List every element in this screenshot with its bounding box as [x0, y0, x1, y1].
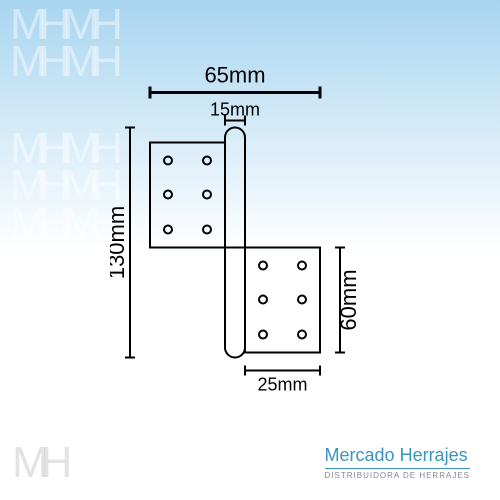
hinge-diagram: 65mm 15mm 130mm 60mm 25mm: [110, 53, 390, 398]
brand-block: Mercado Herrajes DISTRIBUIDORA DE HERRAJ…: [325, 445, 470, 480]
watermark-mid: MHMH MHMH MHMH: [10, 130, 115, 242]
watermark-top: MHMH MHMH: [10, 6, 115, 81]
watermark-row: MHMH: [10, 130, 115, 167]
watermark-row: MHMH: [10, 43, 115, 80]
watermark-row: MHMH: [10, 205, 115, 242]
brand-title: Mercado Herrajes: [325, 445, 470, 469]
watermark-row: MHMH: [10, 167, 115, 204]
watermark-row: MHMH: [10, 6, 115, 43]
svg-text:15mm: 15mm: [210, 100, 260, 120]
watermark-corner: MH: [12, 438, 64, 488]
svg-text:60mm: 60mm: [336, 269, 361, 330]
svg-text:25mm: 25mm: [257, 375, 307, 393]
hinge-svg: 65mm 15mm 130mm 60mm 25mm: [110, 53, 390, 393]
svg-text:65mm: 65mm: [204, 63, 265, 88]
brand-subtitle: DISTRIBUIDORA DE HERRAJES: [325, 471, 470, 480]
svg-text:130mm: 130mm: [110, 206, 129, 279]
